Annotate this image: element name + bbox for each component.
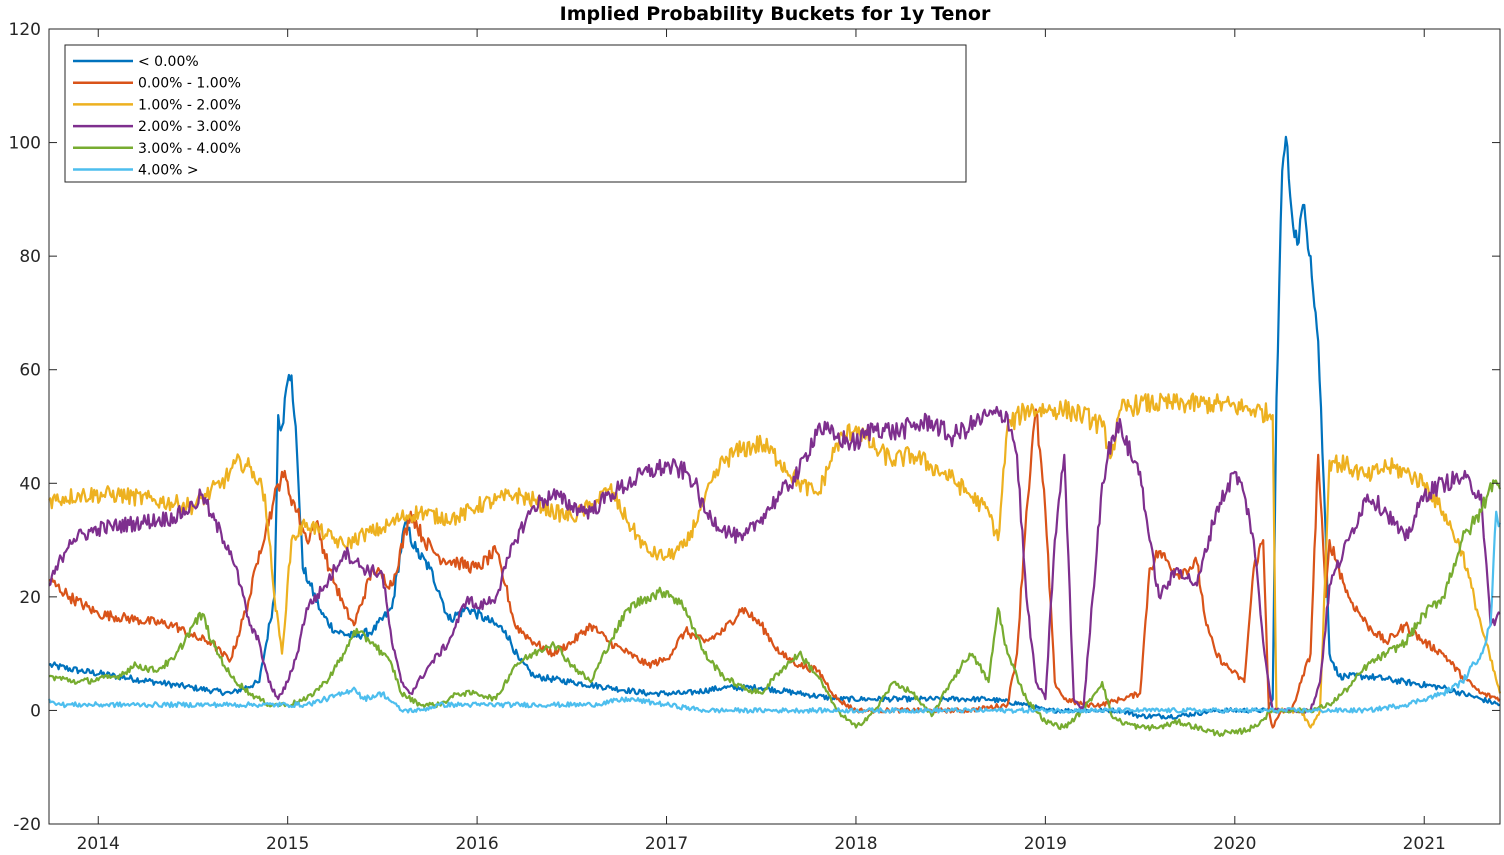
series-line-3 <box>48 405 1501 714</box>
y-tick-label: 0 <box>30 701 41 721</box>
y-tick-label: -20 <box>13 815 41 835</box>
series-line-0 <box>48 135 1501 720</box>
y-tick-label: 100 <box>9 134 41 154</box>
x-axis: 2014 2015 2016 2017 2018 2019 2020 2021 <box>77 29 1446 854</box>
legend-entry: 3.00% - 4.00% <box>138 141 241 157</box>
x-tick-label: 2016 <box>455 834 498 854</box>
x-tick-label: 2017 <box>645 834 688 854</box>
y-tick-label: 40 <box>19 474 41 494</box>
x-tick-label: 2021 <box>1403 834 1446 854</box>
y-tick-label: 120 <box>9 20 41 40</box>
legend-box <box>64 44 967 183</box>
legend-entry: 2.00% - 3.00% <box>138 119 241 135</box>
series-layer <box>47 135 1502 738</box>
legend-entry: 0.00% - 1.00% <box>138 76 241 92</box>
x-tick-label: 2014 <box>77 834 120 854</box>
y-axis: -20 0 20 40 60 80 100 120 <box>9 20 1500 835</box>
series-line-2 <box>48 392 1502 729</box>
legend-entry: < 0.00% <box>138 54 199 70</box>
x-tick-label: 2020 <box>1213 834 1256 854</box>
legend-entry: 4.00% > <box>138 163 199 179</box>
series-line-5 <box>47 510 1502 714</box>
y-tick-label: 20 <box>19 588 41 608</box>
legend: < 0.00% 0.00% - 1.00% 1.00% - 2.00% 2.00% -… <box>64 44 967 183</box>
y-tick-label: 60 <box>19 361 41 381</box>
x-tick-label: 2019 <box>1024 834 1067 854</box>
y-tick-label: 80 <box>19 247 41 267</box>
chart-title: Implied Probability Buckets for 1y Tenor <box>560 3 991 25</box>
series-line-1 <box>48 408 1501 729</box>
plot-area-frame <box>48 28 1501 825</box>
x-tick-label: 2015 <box>266 834 309 854</box>
legend-entry: 1.00% - 2.00% <box>138 97 241 113</box>
x-tick-label: 2018 <box>834 834 877 854</box>
